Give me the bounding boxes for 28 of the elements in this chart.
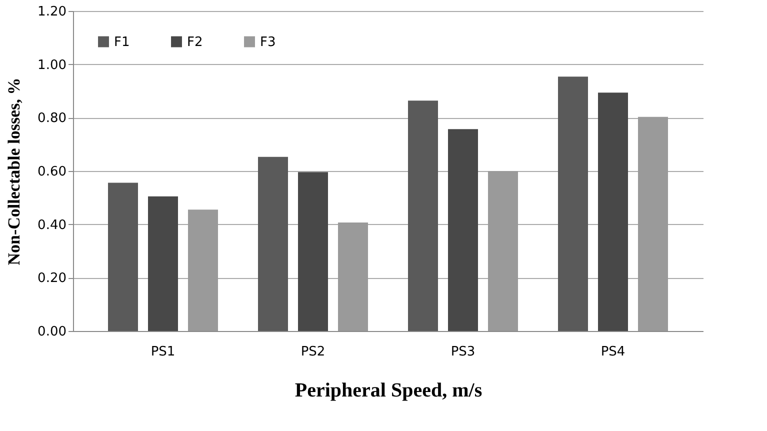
bar: [258, 156, 288, 331]
legend-label: F2: [187, 34, 203, 50]
bar: [148, 196, 178, 331]
y-tick-label: 0.40: [38, 218, 66, 233]
bar: [598, 92, 628, 331]
legend-label: F1: [114, 34, 130, 50]
y-tick-label: 0.60: [38, 164, 66, 180]
y-tick-label: 1.00: [38, 58, 66, 73]
x-tick-label: PS2: [300, 344, 326, 360]
y-tick-label: 1.20: [38, 4, 66, 20]
legend-label: F3: [260, 34, 276, 50]
x-tick-label: PS3: [450, 344, 476, 360]
bar: [108, 182, 138, 331]
x-axis-title: Peripheral Speed, m/s: [294, 380, 482, 402]
y-axis-title: Non-Collectable losses, %: [4, 78, 24, 266]
bar: [448, 129, 478, 331]
bar: [408, 100, 438, 331]
bar: [558, 76, 588, 331]
y-tick-label: 0.80: [38, 111, 66, 126]
y-tick-label: 0.20: [38, 271, 66, 286]
x-tick-label: PS1: [150, 344, 176, 360]
bar: [638, 116, 668, 331]
bar: [298, 172, 328, 331]
y-tick-label: 0.00: [38, 324, 66, 340]
x-tick-label: PS4: [600, 344, 626, 360]
bar: [488, 171, 518, 331]
bar: [188, 210, 218, 331]
bar: [338, 222, 368, 331]
